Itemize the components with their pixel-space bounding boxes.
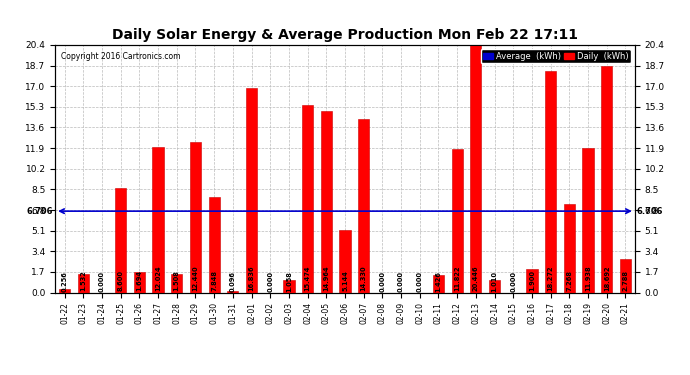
Bar: [190, 142, 201, 292]
Bar: [582, 148, 593, 292]
Text: 16.836: 16.836: [248, 265, 255, 291]
Text: 12.440: 12.440: [193, 265, 199, 291]
Bar: [620, 259, 631, 292]
Text: 7.848: 7.848: [211, 270, 217, 291]
Legend: Average  (kWh), Daily  (kWh): Average (kWh), Daily (kWh): [481, 49, 631, 63]
Text: 0.000: 0.000: [398, 270, 404, 291]
Bar: [471, 45, 482, 292]
Text: 20.446: 20.446: [473, 265, 479, 291]
Text: Copyright 2016 Cartronics.com: Copyright 2016 Cartronics.com: [61, 53, 181, 62]
Bar: [152, 147, 164, 292]
Bar: [564, 204, 575, 292]
Text: 5.144: 5.144: [342, 270, 348, 291]
Bar: [284, 280, 295, 292]
Text: 0.000: 0.000: [99, 270, 105, 291]
Text: 7.268: 7.268: [566, 270, 573, 291]
Text: 0.000: 0.000: [417, 270, 423, 291]
Text: 11.822: 11.822: [454, 265, 460, 291]
Text: 0.000: 0.000: [511, 270, 516, 291]
Bar: [227, 291, 239, 292]
Text: 1.532: 1.532: [80, 270, 86, 291]
Bar: [433, 275, 444, 292]
Text: 1.900: 1.900: [529, 270, 535, 291]
Text: 1.058: 1.058: [286, 271, 292, 291]
Bar: [134, 272, 145, 292]
Text: 14.330: 14.330: [361, 265, 366, 291]
Text: 0.000: 0.000: [267, 270, 273, 291]
Text: 6.706: 6.706: [637, 207, 663, 216]
Bar: [246, 88, 257, 292]
Bar: [358, 118, 369, 292]
Bar: [59, 290, 70, 292]
Text: 14.964: 14.964: [324, 265, 329, 291]
Bar: [171, 274, 182, 292]
Bar: [78, 274, 89, 292]
Bar: [208, 197, 219, 292]
Bar: [526, 270, 538, 292]
Bar: [545, 71, 556, 292]
Text: 1.694: 1.694: [137, 270, 142, 291]
Text: 12.024: 12.024: [155, 265, 161, 291]
Text: 0.256: 0.256: [61, 271, 68, 291]
Text: 11.938: 11.938: [585, 265, 591, 291]
Title: Daily Solar Energy & Average Production Mon Feb 22 17:11: Daily Solar Energy & Average Production …: [112, 28, 578, 42]
Bar: [601, 66, 612, 292]
Text: 1.508: 1.508: [174, 270, 179, 291]
Text: 8.600: 8.600: [117, 270, 124, 291]
Bar: [489, 280, 500, 292]
Text: 0.000: 0.000: [380, 270, 386, 291]
Bar: [321, 111, 332, 292]
Text: 1.426: 1.426: [435, 270, 442, 291]
Bar: [339, 230, 351, 292]
Text: 15.474: 15.474: [304, 265, 310, 291]
Text: 18.272: 18.272: [548, 265, 553, 291]
Bar: [115, 188, 126, 292]
Bar: [302, 105, 313, 292]
Text: 6.706: 6.706: [27, 207, 53, 216]
Bar: [451, 149, 463, 292]
Text: 1.010: 1.010: [491, 270, 497, 291]
Text: 18.692: 18.692: [604, 265, 610, 291]
Text: 2.788: 2.788: [622, 270, 629, 291]
Text: 0.096: 0.096: [230, 270, 236, 291]
